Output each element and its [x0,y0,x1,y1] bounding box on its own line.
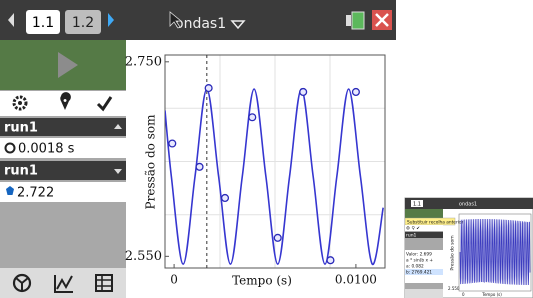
thumbnail-value: Valor: 2.699 [406,252,432,258]
data-point [327,257,334,264]
data-point [196,163,203,170]
graph-area [126,40,396,298]
run-label: run1 [4,121,38,136]
thumbnail-y-label: Pressão do som [450,235,456,270]
battery-icon [352,12,364,29]
screen: 1.1 1.2 ondas1 run1 0.0018 s run1 2.722 … [0,0,533,298]
thumbnail-play-area [405,209,443,218]
data-point [353,89,360,96]
x-tick-label: 0 [170,273,178,287]
thumbnail-formula: a * sin(b x + [406,258,433,264]
thumbnail-title: ondas1 [459,202,477,208]
thumbnail-x-label: Tempo (s) [481,292,502,297]
tab-label: 1.2 [72,15,94,31]
data-point [274,234,281,241]
thumbnail-param-b: b: 2769.421 [406,270,432,276]
data-point [249,114,256,121]
data-point [205,85,212,92]
page: 1.1 1.2 ondas1 run1 0.0018 s run1 2.722 … [0,0,533,298]
data-point [169,140,176,147]
run-label: run1 [4,164,38,179]
data-point [222,195,229,202]
y-tick-label: 2.550 [125,249,162,264]
x-axis-label: Tempo (s) [232,274,292,288]
sensor-value: 2.722 [17,186,54,201]
x-tick-label: 0.0100 [335,273,377,287]
thumbnail-toolbar-icons: ⚙ ⚲ ✔ [406,226,420,232]
thumbnail[interactable]: 1.1 ondas1 Substituir recolha anterior ⚙… [405,198,533,298]
tab-label: 1.1 [32,15,54,31]
data-point [300,89,307,96]
thumbnail-param-a: a: 0.082 [406,264,424,270]
y-tick-label: 2.750 [125,54,162,69]
time-value: 0.0018 s [18,142,75,157]
thumbnail-run: run1 [406,233,417,239]
battery-icon [346,15,351,26]
y-axis-label: Pressão do som [144,114,158,210]
document-title: ondas1 [175,16,226,32]
thumbnail-bottom-bar [405,289,443,298]
thumbnail-tooltip-text: Substituir recolha anterior [407,220,464,226]
thumbnail-tab-label: 1.1 [413,202,421,208]
thumbnail-y-tick: 2.550 [448,286,460,291]
